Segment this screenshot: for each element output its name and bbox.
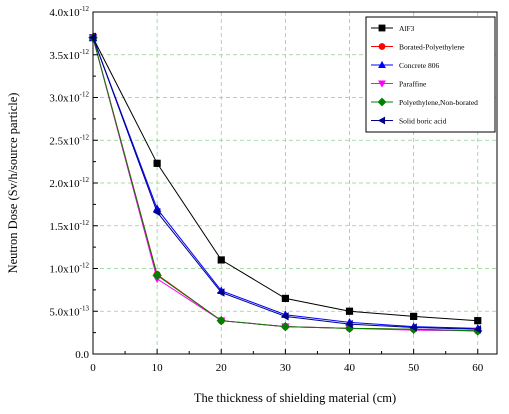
legend: AlF3 Borated-Polyethylene Concrete 806 Para… bbox=[365, 16, 496, 133]
x-tick-label: 60 bbox=[472, 362, 484, 374]
y-axis-title: Neutron Dose (Sv/h/source particle) bbox=[6, 93, 20, 274]
data-point bbox=[409, 323, 417, 332]
series-alf3 bbox=[89, 34, 482, 325]
data-point bbox=[152, 270, 162, 281]
series-solid-boric-acid bbox=[88, 33, 482, 334]
y-tick-label: 1.0x10-12 bbox=[49, 262, 89, 276]
data-point bbox=[345, 319, 353, 329]
data-point bbox=[281, 312, 289, 321]
data-point bbox=[473, 325, 482, 334]
x-tick-label: 20 bbox=[216, 362, 228, 374]
data-point bbox=[216, 315, 226, 326]
legend-label: Borated-Polyethylene bbox=[399, 43, 465, 52]
y-tick-label: 1.5x10-12 bbox=[49, 219, 89, 233]
y-tick-label: 0.0 bbox=[75, 349, 89, 361]
data-point bbox=[153, 159, 161, 167]
y-tick-label: 2.0x10-12 bbox=[49, 176, 89, 190]
data-point bbox=[217, 256, 225, 264]
x-axis-title: The thickness of shielding material (cm) bbox=[194, 391, 396, 405]
x-tick-label: 10 bbox=[152, 362, 164, 374]
x-tick-label: 30 bbox=[280, 362, 292, 374]
legend-box bbox=[365, 16, 496, 133]
x-tick-label: 0 bbox=[90, 362, 96, 374]
data-point bbox=[216, 288, 225, 297]
legend-label: Paraffine bbox=[399, 80, 427, 89]
legend-label: Solid boric acid bbox=[399, 117, 447, 126]
legend-label: Concrete 806 bbox=[399, 61, 439, 70]
y-tick-label: 4.0x10-12 bbox=[49, 5, 89, 19]
legend-marker bbox=[377, 97, 387, 107]
data-point bbox=[474, 317, 482, 325]
data-point bbox=[280, 321, 291, 332]
legend-marker bbox=[378, 43, 386, 50]
legend-label: Polyethylene,Non-borated bbox=[399, 98, 478, 107]
legend-marker bbox=[378, 80, 386, 88]
data-point bbox=[345, 307, 354, 315]
series-layer bbox=[88, 32, 483, 336]
y-tick-label: 2.5x10-12 bbox=[49, 133, 89, 147]
data-point bbox=[410, 312, 418, 320]
y-tick-label: 5.0x10-13 bbox=[49, 304, 89, 318]
x-tick-label: 50 bbox=[408, 362, 420, 374]
legend-label: AlF3 bbox=[399, 24, 415, 33]
y-tick-label: 3.5x10-12 bbox=[49, 48, 89, 62]
legend-marker bbox=[377, 116, 386, 125]
legend-marker bbox=[378, 24, 386, 32]
legend-marker bbox=[378, 60, 386, 69]
data-point bbox=[281, 294, 289, 303]
data-point bbox=[88, 33, 97, 42]
axis-layer: 0 10 20 30 40 50 60 0.0 5.0x10-13 1.0x10-12 1.5x10… bbox=[49, 5, 483, 374]
data-point bbox=[152, 207, 161, 217]
x-tick-label: 40 bbox=[344, 362, 356, 374]
y-tick-label: 3.0x10-12 bbox=[49, 91, 89, 105]
